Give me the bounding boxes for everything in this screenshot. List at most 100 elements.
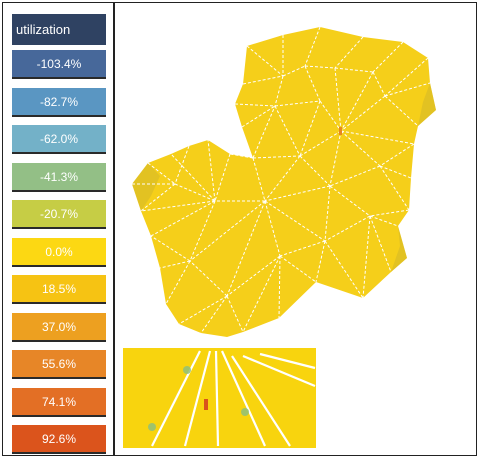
- mesh-edge: [324, 215, 371, 242]
- legend-item: -62.0%: [12, 125, 106, 154]
- mesh-edge: [372, 71, 386, 97]
- mesh-edge: [252, 155, 301, 159]
- inset-mesh-edge: [242, 354, 316, 388]
- mesh-edge: [274, 105, 301, 157]
- inset-mesh-edge: [214, 350, 220, 447]
- mesh-edge: [299, 155, 331, 187]
- mesh-edge: [264, 185, 331, 202]
- mesh-edge: [234, 103, 276, 107]
- legend-item: 74.1%: [12, 387, 106, 417]
- model-viewport[interactable]: [115, 6, 475, 454]
- plate-edge-shade: [391, 226, 407, 272]
- mesh-edge: [246, 45, 284, 77]
- mesh-edge: [340, 95, 386, 132]
- mesh-edge: [334, 67, 374, 73]
- mesh-edge: [384, 82, 431, 97]
- mesh-edge: [340, 71, 374, 132]
- inset-hotspot: [204, 399, 208, 410]
- inset-mesh-edge: [220, 350, 267, 447]
- inset-node: [241, 408, 249, 416]
- mesh-edge: [214, 153, 231, 202]
- mesh-edge: [150, 235, 191, 262]
- mesh-edge: [226, 295, 244, 333]
- mesh-edge: [207, 139, 216, 202]
- mesh-edge: [304, 65, 336, 69]
- mesh-edge: [140, 183, 176, 212]
- mesh-edge: [274, 75, 284, 107]
- legend-item: -20.7%: [12, 200, 106, 229]
- inset-mesh-edge: [183, 350, 212, 447]
- mesh-edge: [324, 240, 364, 299]
- mesh-edge: [178, 295, 228, 325]
- mesh-edge: [384, 57, 429, 97]
- mesh-edge: [279, 255, 317, 283]
- mesh-edge: [226, 255, 281, 297]
- folded-plate-model: [132, 26, 436, 337]
- legend-title: utilization: [12, 14, 106, 45]
- legend-item: 55.6%: [12, 350, 106, 379]
- legend-item: 92.6%: [12, 425, 106, 454]
- inset-mesh-lines: [151, 350, 316, 447]
- mesh-edge: [279, 240, 326, 257]
- mesh-edge: [226, 200, 266, 297]
- mesh-edge: [159, 260, 191, 269]
- legend-item: 18.5%: [12, 275, 106, 304]
- mesh-edge: [252, 105, 276, 159]
- mesh-edge: [174, 145, 190, 185]
- mesh-edge: [264, 200, 326, 242]
- mesh-edge: [379, 165, 410, 211]
- plate-edge-shade: [132, 163, 160, 211]
- mesh-edge: [140, 200, 216, 212]
- mesh-edge: [278, 255, 281, 319]
- zoom-inset: [123, 348, 316, 448]
- mesh-edge: [372, 41, 404, 73]
- mesh-edge: [174, 183, 216, 202]
- mesh-edge: [340, 130, 415, 145]
- mesh-edge: [150, 200, 216, 237]
- mesh-edge: [282, 65, 306, 77]
- mesh-edge: [189, 200, 266, 262]
- mesh-edge: [165, 260, 191, 305]
- mesh-edge: [274, 100, 321, 107]
- mesh-edge: [200, 295, 228, 334]
- mesh-edge: [362, 215, 371, 299]
- inset-mesh-edge: [231, 355, 291, 447]
- mesh-edge: [264, 200, 281, 257]
- legend-item: 0.0%: [12, 237, 106, 267]
- app-frame: utilization -103.4% -82.7% -62.0% -41.3% -20…: [2, 2, 477, 456]
- mesh-edge: [252, 157, 266, 202]
- mesh-lines: [132, 26, 431, 334]
- plate-surface: [132, 27, 436, 337]
- mesh-edge: [304, 65, 321, 102]
- mesh-edge: [329, 165, 381, 187]
- mesh-edge: [299, 130, 342, 157]
- mesh-edge: [324, 185, 331, 242]
- mesh-edge: [147, 162, 176, 185]
- panel-divider: [113, 3, 115, 455]
- plate-edge-shade: [418, 83, 436, 126]
- mesh-edge: [319, 100, 342, 132]
- legend-item: 37.0%: [12, 312, 106, 342]
- inset-mesh-edge: [151, 350, 201, 447]
- mesh-edge: [189, 200, 216, 262]
- mesh-edge: [379, 143, 415, 167]
- mesh-edge: [241, 105, 276, 128]
- inset-node: [148, 423, 156, 431]
- legend-item: -41.3%: [12, 162, 106, 192]
- legend-item: -103.4%: [12, 50, 106, 79]
- mesh-edge: [229, 153, 254, 159]
- legend-item: -82.7%: [12, 87, 106, 117]
- inset-node: [183, 366, 191, 374]
- mesh-edge: [369, 209, 410, 217]
- mesh-edge: [329, 185, 371, 217]
- mesh-edge: [170, 153, 216, 202]
- mesh-edge: [334, 67, 342, 132]
- mesh-edge: [315, 240, 326, 283]
- inset-surface: [123, 348, 316, 448]
- mesh-edge: [242, 75, 284, 85]
- mesh-edge: [189, 260, 228, 297]
- mesh-edge: [334, 36, 364, 69]
- inset-mesh-edge: [259, 352, 316, 370]
- mesh-edge: [264, 155, 301, 202]
- stress-hotspot: [339, 127, 342, 135]
